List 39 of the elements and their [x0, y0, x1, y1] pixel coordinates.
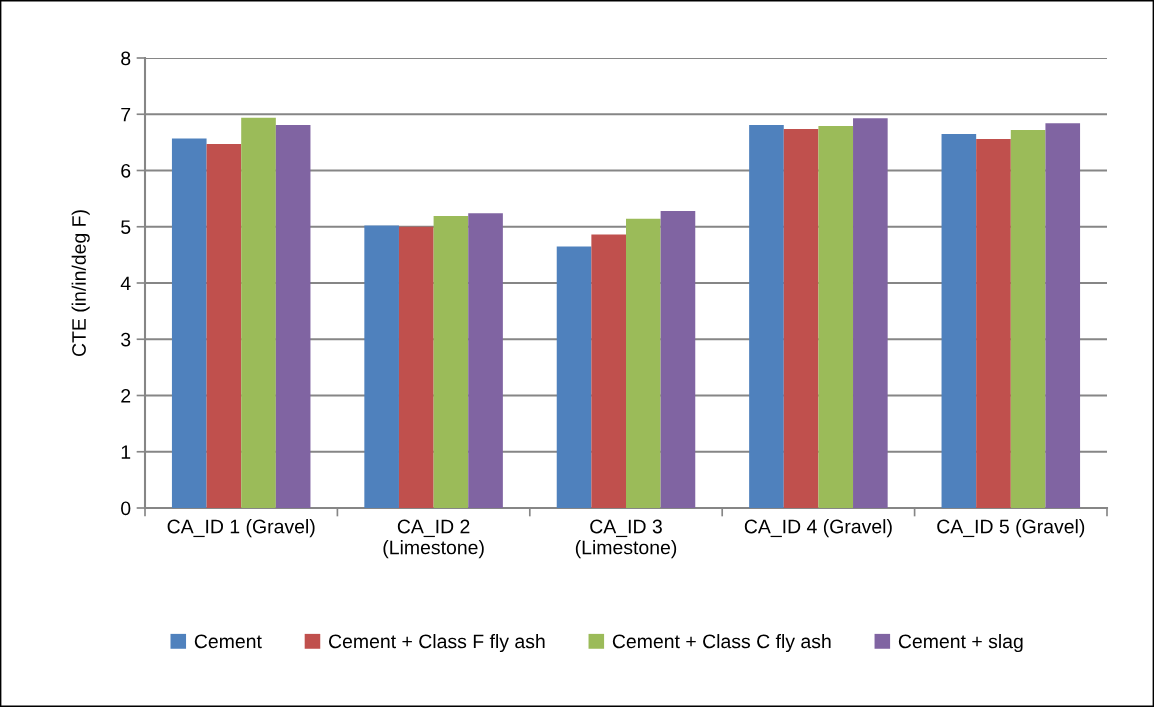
y-tick-label: 7: [121, 107, 131, 122]
bar: [275, 124, 311, 508]
y-tick-label: 8: [121, 51, 131, 66]
y-axis-title: CTE (in/in/deg F): [71, 210, 90, 357]
x-tick-label: CA_ID 3 (Limestone): [575, 519, 677, 559]
bar: [660, 211, 696, 508]
legend-label: Cement + Class F fly ash: [329, 633, 545, 653]
bar: [818, 126, 854, 508]
bar: [171, 138, 207, 508]
bar: [364, 225, 399, 508]
y-tick-label: 6: [121, 163, 131, 178]
bar: [206, 144, 242, 508]
bar: [591, 234, 626, 508]
bar: [468, 213, 503, 508]
bar: [398, 226, 434, 508]
legend-label: Cement + Class C fly ash: [612, 633, 831, 653]
bar: [853, 118, 888, 508]
bar: [556, 246, 592, 508]
x-tick-label: CA_ID 1 (Gravel): [167, 519, 315, 538]
x-tick-label: CA_ID 2 (Limestone): [383, 519, 484, 559]
bar: [941, 133, 977, 508]
legend-label: Cement + slag: [898, 633, 1023, 653]
y-tick-label: 2: [121, 388, 131, 403]
y-tick-label: 3: [121, 332, 131, 347]
bar: [626, 218, 661, 508]
y-tick-label: 0: [121, 501, 131, 516]
bar: [1010, 130, 1046, 508]
bar: [433, 216, 469, 508]
y-tick-label: 5: [121, 220, 131, 234]
bar: [976, 139, 1011, 508]
x-tick-label: CA_ID 4 (Gravel): [744, 519, 892, 538]
y-tick-label: 1: [121, 445, 131, 459]
bar: [783, 128, 819, 508]
bar: [241, 117, 276, 508]
x-tick-label: CA_ID 5 (Gravel): [937, 519, 1085, 538]
bar: [1045, 123, 1081, 508]
y-tick-label: 4: [120, 276, 131, 291]
bar: [749, 124, 784, 508]
legend-label: Cement: [194, 634, 262, 649]
